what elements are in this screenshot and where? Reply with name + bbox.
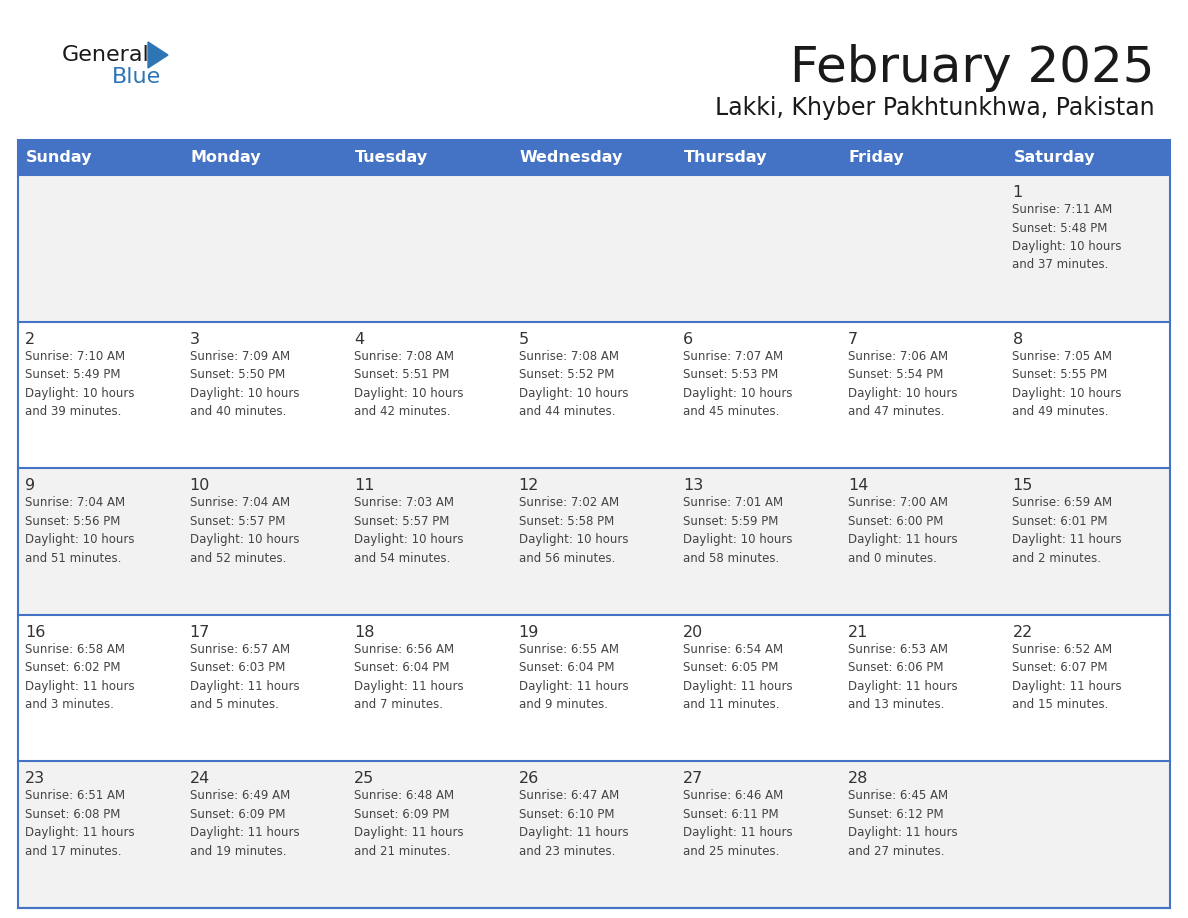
Text: Sunrise: 6:56 AM
Sunset: 6:04 PM
Daylight: 11 hours
and 7 minutes.: Sunrise: 6:56 AM Sunset: 6:04 PM Dayligh…: [354, 643, 463, 711]
Text: 16: 16: [25, 625, 45, 640]
Text: Sunrise: 7:09 AM
Sunset: 5:50 PM
Daylight: 10 hours
and 40 minutes.: Sunrise: 7:09 AM Sunset: 5:50 PM Dayligh…: [190, 350, 299, 418]
Text: 3: 3: [190, 331, 200, 347]
Text: 14: 14: [848, 478, 868, 493]
Text: Sunrise: 7:07 AM
Sunset: 5:53 PM
Daylight: 10 hours
and 45 minutes.: Sunrise: 7:07 AM Sunset: 5:53 PM Dayligh…: [683, 350, 792, 418]
Text: Sunrise: 7:01 AM
Sunset: 5:59 PM
Daylight: 10 hours
and 58 minutes.: Sunrise: 7:01 AM Sunset: 5:59 PM Dayligh…: [683, 497, 792, 565]
Text: Wednesday: Wednesday: [519, 150, 623, 165]
Text: 17: 17: [190, 625, 210, 640]
Text: 12: 12: [519, 478, 539, 493]
Text: 28: 28: [848, 771, 868, 787]
Text: Lakki, Khyber Pakhtunkhwa, Pakistan: Lakki, Khyber Pakhtunkhwa, Pakistan: [715, 96, 1155, 120]
Text: Sunrise: 7:04 AM
Sunset: 5:56 PM
Daylight: 10 hours
and 51 minutes.: Sunrise: 7:04 AM Sunset: 5:56 PM Dayligh…: [25, 497, 134, 565]
Text: 10: 10: [190, 478, 210, 493]
Bar: [18, 761, 1170, 908]
Text: 24: 24: [190, 771, 210, 787]
Text: Sunrise: 7:05 AM
Sunset: 5:55 PM
Daylight: 10 hours
and 49 minutes.: Sunrise: 7:05 AM Sunset: 5:55 PM Dayligh…: [1012, 350, 1121, 418]
Text: Sunday: Sunday: [26, 150, 93, 165]
Text: 21: 21: [848, 625, 868, 640]
Bar: [183, 140, 347, 175]
Text: 5: 5: [519, 331, 529, 347]
Bar: [18, 321, 1170, 468]
Text: Sunrise: 7:04 AM
Sunset: 5:57 PM
Daylight: 10 hours
and 52 minutes.: Sunrise: 7:04 AM Sunset: 5:57 PM Dayligh…: [190, 497, 299, 565]
Text: 23: 23: [25, 771, 45, 787]
Text: Sunrise: 6:52 AM
Sunset: 6:07 PM
Daylight: 11 hours
and 15 minutes.: Sunrise: 6:52 AM Sunset: 6:07 PM Dayligh…: [1012, 643, 1121, 711]
Bar: [18, 175, 1170, 321]
Bar: [512, 140, 676, 175]
Text: Sunrise: 7:11 AM
Sunset: 5:48 PM
Daylight: 10 hours
and 37 minutes.: Sunrise: 7:11 AM Sunset: 5:48 PM Dayligh…: [1012, 203, 1121, 272]
Text: Sunrise: 7:06 AM
Sunset: 5:54 PM
Daylight: 10 hours
and 47 minutes.: Sunrise: 7:06 AM Sunset: 5:54 PM Dayligh…: [848, 350, 958, 418]
Text: Sunrise: 6:58 AM
Sunset: 6:02 PM
Daylight: 11 hours
and 3 minutes.: Sunrise: 6:58 AM Sunset: 6:02 PM Dayligh…: [25, 643, 134, 711]
Bar: [18, 140, 183, 175]
Bar: [347, 140, 512, 175]
Text: General: General: [62, 45, 150, 65]
Text: 13: 13: [683, 478, 703, 493]
Text: Sunrise: 6:47 AM
Sunset: 6:10 PM
Daylight: 11 hours
and 23 minutes.: Sunrise: 6:47 AM Sunset: 6:10 PM Dayligh…: [519, 789, 628, 858]
Text: 20: 20: [683, 625, 703, 640]
Text: 18: 18: [354, 625, 374, 640]
Text: Sunrise: 7:08 AM
Sunset: 5:52 PM
Daylight: 10 hours
and 44 minutes.: Sunrise: 7:08 AM Sunset: 5:52 PM Dayligh…: [519, 350, 628, 418]
Text: Monday: Monday: [190, 150, 261, 165]
Bar: [18, 468, 1170, 615]
Bar: [18, 140, 1170, 908]
Bar: [18, 615, 1170, 761]
Text: Sunrise: 6:57 AM
Sunset: 6:03 PM
Daylight: 11 hours
and 5 minutes.: Sunrise: 6:57 AM Sunset: 6:03 PM Dayligh…: [190, 643, 299, 711]
Text: Sunrise: 7:08 AM
Sunset: 5:51 PM
Daylight: 10 hours
and 42 minutes.: Sunrise: 7:08 AM Sunset: 5:51 PM Dayligh…: [354, 350, 463, 418]
Text: Saturday: Saturday: [1013, 150, 1095, 165]
Text: 6: 6: [683, 331, 694, 347]
Text: Sunrise: 7:02 AM
Sunset: 5:58 PM
Daylight: 10 hours
and 56 minutes.: Sunrise: 7:02 AM Sunset: 5:58 PM Dayligh…: [519, 497, 628, 565]
Text: 8: 8: [1012, 331, 1023, 347]
Bar: [841, 140, 1005, 175]
Text: Friday: Friday: [849, 150, 904, 165]
Text: 4: 4: [354, 331, 365, 347]
Text: Blue: Blue: [112, 67, 162, 87]
Text: Sunrise: 6:54 AM
Sunset: 6:05 PM
Daylight: 11 hours
and 11 minutes.: Sunrise: 6:54 AM Sunset: 6:05 PM Dayligh…: [683, 643, 792, 711]
Text: 2: 2: [25, 331, 36, 347]
Text: Tuesday: Tuesday: [355, 150, 428, 165]
Polygon shape: [148, 42, 168, 68]
Text: Sunrise: 6:59 AM
Sunset: 6:01 PM
Daylight: 11 hours
and 2 minutes.: Sunrise: 6:59 AM Sunset: 6:01 PM Dayligh…: [1012, 497, 1121, 565]
Text: 27: 27: [683, 771, 703, 787]
Text: Sunrise: 6:48 AM
Sunset: 6:09 PM
Daylight: 11 hours
and 21 minutes.: Sunrise: 6:48 AM Sunset: 6:09 PM Dayligh…: [354, 789, 463, 858]
Bar: [676, 140, 841, 175]
Text: Sunrise: 7:10 AM
Sunset: 5:49 PM
Daylight: 10 hours
and 39 minutes.: Sunrise: 7:10 AM Sunset: 5:49 PM Dayligh…: [25, 350, 134, 418]
Text: 11: 11: [354, 478, 374, 493]
Text: 26: 26: [519, 771, 539, 787]
Text: 25: 25: [354, 771, 374, 787]
Text: Sunrise: 6:46 AM
Sunset: 6:11 PM
Daylight: 11 hours
and 25 minutes.: Sunrise: 6:46 AM Sunset: 6:11 PM Dayligh…: [683, 789, 792, 858]
Text: Sunrise: 6:53 AM
Sunset: 6:06 PM
Daylight: 11 hours
and 13 minutes.: Sunrise: 6:53 AM Sunset: 6:06 PM Dayligh…: [848, 643, 958, 711]
Text: Sunrise: 7:03 AM
Sunset: 5:57 PM
Daylight: 10 hours
and 54 minutes.: Sunrise: 7:03 AM Sunset: 5:57 PM Dayligh…: [354, 497, 463, 565]
Text: Sunrise: 6:49 AM
Sunset: 6:09 PM
Daylight: 11 hours
and 19 minutes.: Sunrise: 6:49 AM Sunset: 6:09 PM Dayligh…: [190, 789, 299, 858]
Text: February 2025: February 2025: [790, 44, 1155, 92]
Text: 1: 1: [1012, 185, 1023, 200]
Text: 19: 19: [519, 625, 539, 640]
Text: Thursday: Thursday: [684, 150, 767, 165]
Text: 7: 7: [848, 331, 858, 347]
Text: Sunrise: 6:51 AM
Sunset: 6:08 PM
Daylight: 11 hours
and 17 minutes.: Sunrise: 6:51 AM Sunset: 6:08 PM Dayligh…: [25, 789, 134, 858]
Text: 22: 22: [1012, 625, 1032, 640]
Bar: [1005, 140, 1170, 175]
Text: 15: 15: [1012, 478, 1032, 493]
Text: Sunrise: 7:00 AM
Sunset: 6:00 PM
Daylight: 11 hours
and 0 minutes.: Sunrise: 7:00 AM Sunset: 6:00 PM Dayligh…: [848, 497, 958, 565]
Text: Sunrise: 6:55 AM
Sunset: 6:04 PM
Daylight: 11 hours
and 9 minutes.: Sunrise: 6:55 AM Sunset: 6:04 PM Dayligh…: [519, 643, 628, 711]
Text: Sunrise: 6:45 AM
Sunset: 6:12 PM
Daylight: 11 hours
and 27 minutes.: Sunrise: 6:45 AM Sunset: 6:12 PM Dayligh…: [848, 789, 958, 858]
Text: 9: 9: [25, 478, 36, 493]
